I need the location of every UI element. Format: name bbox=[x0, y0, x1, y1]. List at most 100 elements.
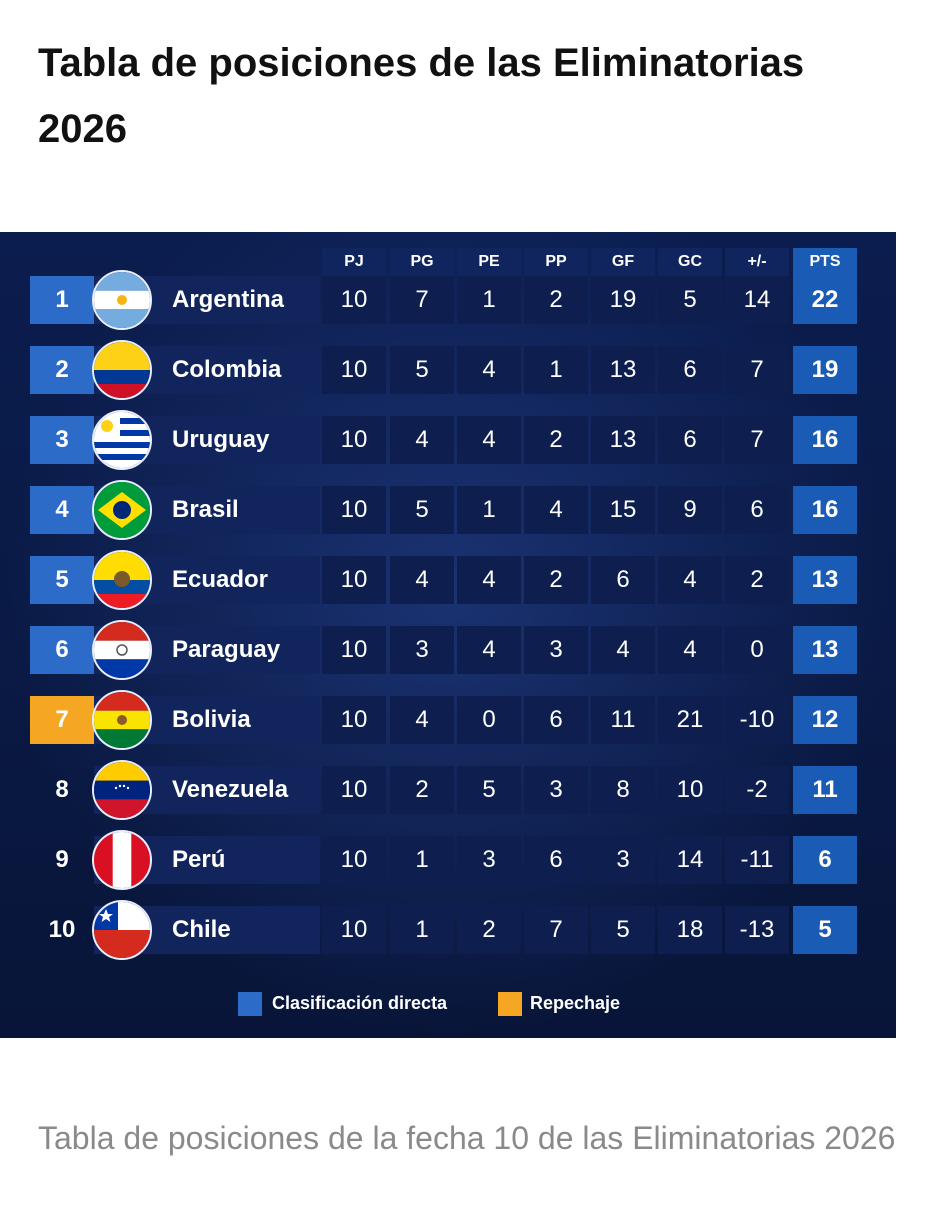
table-row: 2 Colombia 10 5 4 1 13 6 7 19 bbox=[30, 340, 860, 400]
bolivia-flag-icon bbox=[92, 690, 152, 750]
cell-pg: 2 bbox=[390, 766, 454, 814]
cell-pts: 19 bbox=[793, 346, 857, 394]
cell-pe: 2 bbox=[457, 906, 521, 954]
cell-pts: 11 bbox=[793, 766, 857, 814]
team-name: Venezuela bbox=[172, 776, 289, 803]
cell-pe: 1 bbox=[457, 486, 521, 534]
position-badge: 2 bbox=[30, 346, 94, 394]
cell-pe: 4 bbox=[457, 346, 521, 394]
table-row: 3 Uruguay 10 4 4 2 13 6 7 16 bbox=[30, 410, 860, 470]
cell-gc: 14 bbox=[658, 836, 722, 884]
table-row: 4 Brasil 10 5 1 4 15 9 6 16 bbox=[30, 480, 860, 540]
header-pts: PTS bbox=[793, 248, 857, 276]
cell-dif: -13 bbox=[725, 906, 789, 954]
cell-dif: -2 bbox=[725, 766, 789, 814]
header-pe: PE bbox=[457, 248, 521, 276]
cell-pj: 10 bbox=[322, 626, 386, 674]
cell-pts: 13 bbox=[793, 556, 857, 604]
cell-dif: 14 bbox=[725, 276, 789, 324]
cell-pp: 2 bbox=[524, 276, 588, 324]
cell-pj: 10 bbox=[322, 556, 386, 604]
page-title: Tabla de posiciones de las Eliminatorias… bbox=[38, 41, 805, 151]
cell-pj: 10 bbox=[322, 696, 386, 744]
cell-pts: 12 bbox=[793, 696, 857, 744]
argentina-flag-icon bbox=[92, 270, 152, 330]
cell-pe: 1 bbox=[457, 276, 521, 324]
team-name: Chile bbox=[172, 916, 231, 943]
cell-gf: 15 bbox=[591, 486, 655, 534]
table-row: 10 Chile 10 1 2 7 5 18 -13 5 bbox=[30, 900, 860, 960]
cell-pg: 7 bbox=[390, 276, 454, 324]
cell-pg: 3 bbox=[390, 626, 454, 674]
table-row: 8 Venezuela 10 2 5 3 8 10 -2 11 bbox=[30, 760, 860, 820]
cell-pp: 3 bbox=[524, 626, 588, 674]
cell-dif: 6 bbox=[725, 486, 789, 534]
cell-pe: 0 bbox=[457, 696, 521, 744]
cell-pp: 4 bbox=[524, 486, 588, 534]
cell-pp: 6 bbox=[524, 836, 588, 884]
uruguay-flag-icon bbox=[92, 410, 152, 470]
table-row: 6 Paraguay 10 3 4 3 4 4 0 13 bbox=[30, 620, 860, 680]
position-badge: 9 bbox=[55, 846, 69, 873]
cell-gc: 6 bbox=[658, 346, 722, 394]
cell-dif: 7 bbox=[725, 346, 789, 394]
cell-pg: 4 bbox=[390, 696, 454, 744]
cell-pe: 4 bbox=[457, 626, 521, 674]
venezuela-flag-icon bbox=[92, 760, 152, 820]
cell-gf: 6 bbox=[591, 556, 655, 604]
position-badge: 4 bbox=[30, 486, 94, 534]
cell-pts: 16 bbox=[793, 486, 857, 534]
table-row: 1 Argentina 10 7 1 2 19 5 14 22 bbox=[30, 270, 860, 330]
header-pj: PJ bbox=[322, 248, 386, 276]
cell-pj: 10 bbox=[322, 346, 386, 394]
table-row: 7 Bolivia 10 4 0 6 11 21 -10 12 bbox=[30, 690, 860, 750]
cell-gc: 21 bbox=[658, 696, 722, 744]
position-badge: 10 bbox=[48, 916, 76, 943]
cell-pts: 5 bbox=[793, 906, 857, 954]
header-diff: +/- bbox=[725, 248, 789, 276]
cell-pe: 5 bbox=[457, 766, 521, 814]
header-pg: PG bbox=[390, 248, 454, 276]
cell-pg: 4 bbox=[390, 416, 454, 464]
cell-pp: 7 bbox=[524, 906, 588, 954]
cell-dif: -10 bbox=[725, 696, 789, 744]
legend-directa-swatch bbox=[238, 992, 262, 1016]
cell-pj: 10 bbox=[322, 906, 386, 954]
cell-gf: 5 bbox=[591, 906, 655, 954]
team-name: Ecuador bbox=[172, 566, 269, 593]
peru-flag-icon bbox=[92, 830, 152, 890]
colombia-flag-icon bbox=[92, 340, 152, 400]
cell-pp: 2 bbox=[524, 556, 588, 604]
cell-pts: 16 bbox=[793, 416, 857, 464]
position-badge: 1 bbox=[30, 276, 94, 324]
cell-pj: 10 bbox=[322, 276, 386, 324]
team-name: Argentina bbox=[172, 286, 285, 313]
cell-pp: 6 bbox=[524, 696, 588, 744]
team-name: Perú bbox=[172, 846, 226, 873]
cell-gf: 19 bbox=[591, 276, 655, 324]
cell-pj: 10 bbox=[322, 766, 386, 814]
ecuador-flag-icon bbox=[92, 550, 152, 610]
cell-pg: 5 bbox=[390, 346, 454, 394]
position-badge: 3 bbox=[30, 416, 94, 464]
team-name: Uruguay bbox=[172, 426, 270, 453]
cell-pg: 1 bbox=[390, 906, 454, 954]
position-badge: 6 bbox=[30, 626, 94, 674]
image-caption: Tabla de posiciones de la fecha 10 de la… bbox=[38, 1120, 896, 1156]
cell-gc: 6 bbox=[658, 416, 722, 464]
team-name: Colombia bbox=[172, 356, 282, 383]
cell-pp: 3 bbox=[524, 766, 588, 814]
team-name: Bolivia bbox=[172, 706, 251, 733]
cell-pts: 6 bbox=[793, 836, 857, 884]
cell-pp: 1 bbox=[524, 346, 588, 394]
cell-pg: 1 bbox=[390, 836, 454, 884]
header-gf: GF bbox=[591, 248, 655, 276]
cell-gf: 13 bbox=[591, 346, 655, 394]
cell-pe: 4 bbox=[457, 416, 521, 464]
cell-dif: 7 bbox=[725, 416, 789, 464]
cell-pts: 22 bbox=[793, 276, 857, 324]
team-name: Paraguay bbox=[172, 636, 281, 663]
cell-pj: 10 bbox=[322, 486, 386, 534]
position-badge: 8 bbox=[55, 776, 69, 803]
brazil-flag-icon bbox=[92, 480, 152, 540]
